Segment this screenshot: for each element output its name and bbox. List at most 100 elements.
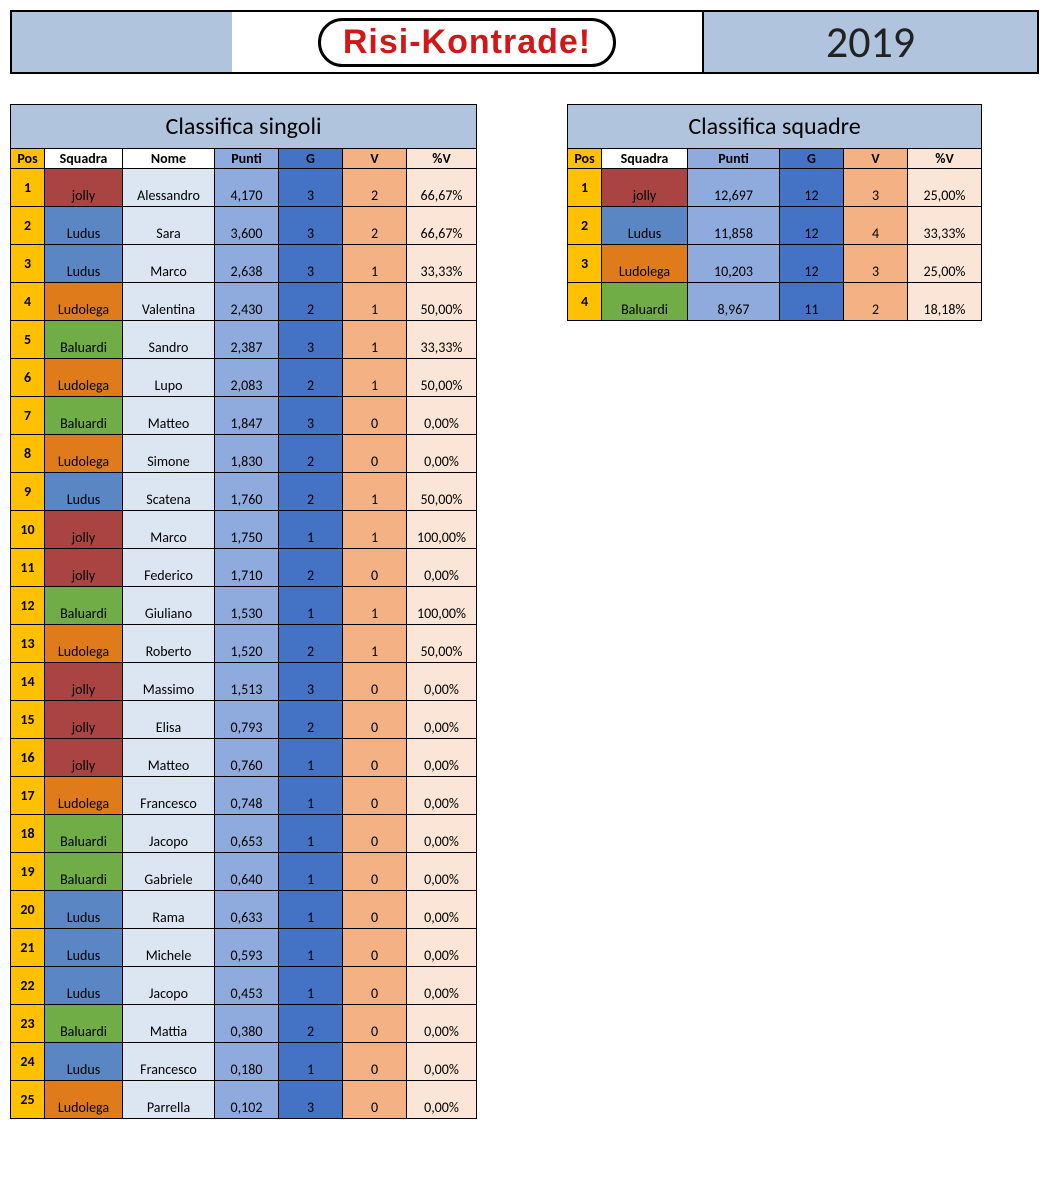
table-row: 1jollyAlessandro4,1703266,67% bbox=[11, 169, 477, 207]
cell-squadra: jolly bbox=[45, 739, 123, 777]
cell-nome: Scatena bbox=[123, 473, 215, 511]
cell-v: 1 bbox=[343, 359, 407, 397]
cell-pv: 50,00% bbox=[407, 359, 477, 397]
cell-squadra: Ludus bbox=[45, 967, 123, 1005]
cell-squadra: Ludolega bbox=[45, 359, 123, 397]
cell-punti: 0,453 bbox=[215, 967, 279, 1005]
cell-nome: Matteo bbox=[123, 739, 215, 777]
cell-g: 2 bbox=[279, 283, 343, 321]
table-row: 25LudolegaParrella0,102300,00% bbox=[11, 1081, 477, 1119]
cell-squadra: jolly bbox=[45, 511, 123, 549]
cell-v: 1 bbox=[343, 587, 407, 625]
table-row: 4LudolegaValentina2,4302150,00% bbox=[11, 283, 477, 321]
cell-g: 3 bbox=[279, 207, 343, 245]
cell-nome: Lupo bbox=[123, 359, 215, 397]
cell-pos: 19 bbox=[11, 853, 45, 891]
cell-g: 3 bbox=[279, 663, 343, 701]
cell-v: 0 bbox=[343, 1081, 407, 1119]
cell-pos: 21 bbox=[11, 929, 45, 967]
col-nome: Nome bbox=[123, 149, 215, 169]
squadre-title: Classifica squadre bbox=[568, 105, 982, 149]
cell-v: 0 bbox=[343, 815, 407, 853]
cell-v: 2 bbox=[844, 283, 908, 321]
cell-punti: 0,640 bbox=[215, 853, 279, 891]
cell-v: 1 bbox=[343, 625, 407, 663]
cell-g: 12 bbox=[780, 245, 844, 283]
cell-pv: 18,18% bbox=[908, 283, 982, 321]
table-row: 20LudusRama0,633100,00% bbox=[11, 891, 477, 929]
cell-pv: 50,00% bbox=[407, 473, 477, 511]
table-row: 11jollyFederico1,710200,00% bbox=[11, 549, 477, 587]
cell-punti: 0,380 bbox=[215, 1005, 279, 1043]
cell-pv: 0,00% bbox=[407, 929, 477, 967]
cell-v: 1 bbox=[343, 511, 407, 549]
col-squadra: Squadra bbox=[45, 149, 123, 169]
cell-g: 2 bbox=[279, 359, 343, 397]
cell-nome: Sara bbox=[123, 207, 215, 245]
cell-pos: 7 bbox=[11, 397, 45, 435]
cell-g: 3 bbox=[279, 397, 343, 435]
cell-v: 0 bbox=[343, 701, 407, 739]
cell-punti: 3,600 bbox=[215, 207, 279, 245]
col-squadra: Squadra bbox=[602, 149, 688, 169]
col-pos: Pos bbox=[11, 149, 45, 169]
table-row: 16jollyMatteo0,760100,00% bbox=[11, 739, 477, 777]
cell-pos: 6 bbox=[11, 359, 45, 397]
cell-punti: 2,430 bbox=[215, 283, 279, 321]
cell-pos: 4 bbox=[11, 283, 45, 321]
cell-pos: 1 bbox=[568, 169, 602, 207]
cell-pv: 0,00% bbox=[407, 1005, 477, 1043]
table-row: 14jollyMassimo1,513300,00% bbox=[11, 663, 477, 701]
cell-pv: 0,00% bbox=[407, 549, 477, 587]
cell-pos: 13 bbox=[11, 625, 45, 663]
cell-nome: Giuliano bbox=[123, 587, 215, 625]
cell-v: 0 bbox=[343, 397, 407, 435]
cell-v: 0 bbox=[343, 891, 407, 929]
table-row: 24LudusFrancesco0,180100,00% bbox=[11, 1043, 477, 1081]
cell-pv: 25,00% bbox=[908, 245, 982, 283]
cell-pv: 100,00% bbox=[407, 511, 477, 549]
cell-squadra: jolly bbox=[602, 169, 688, 207]
cell-squadra: jolly bbox=[45, 663, 123, 701]
cell-v: 3 bbox=[844, 169, 908, 207]
cell-pv: 33,33% bbox=[407, 245, 477, 283]
col-v: V bbox=[343, 149, 407, 169]
table-row: 4Baluardi8,96711218,18% bbox=[568, 283, 982, 321]
cell-squadra: Baluardi bbox=[45, 1005, 123, 1043]
table-row: 2LudusSara3,6003266,67% bbox=[11, 207, 477, 245]
table-row: 22LudusJacopo0,453100,00% bbox=[11, 967, 477, 1005]
cell-punti: 0,593 bbox=[215, 929, 279, 967]
cell-punti: 10,203 bbox=[688, 245, 780, 283]
cell-punti: 1,750 bbox=[215, 511, 279, 549]
cell-pv: 66,67% bbox=[407, 207, 477, 245]
cell-punti: 1,530 bbox=[215, 587, 279, 625]
cell-v: 0 bbox=[343, 929, 407, 967]
cell-v: 0 bbox=[343, 853, 407, 891]
cell-pos: 4 bbox=[568, 283, 602, 321]
col-g: G bbox=[780, 149, 844, 169]
cell-v: 0 bbox=[343, 1005, 407, 1043]
cell-v: 1 bbox=[343, 473, 407, 511]
cell-nome: Simone bbox=[123, 435, 215, 473]
cell-squadra: Ludolega bbox=[45, 777, 123, 815]
cell-squadra: Baluardi bbox=[602, 283, 688, 321]
table-row: 12BaluardiGiuliano1,53011100,00% bbox=[11, 587, 477, 625]
cell-pv: 0,00% bbox=[407, 815, 477, 853]
cell-nome: Francesco bbox=[123, 1043, 215, 1081]
cell-squadra: Baluardi bbox=[45, 815, 123, 853]
cell-pos: 15 bbox=[11, 701, 45, 739]
cell-squadra: jolly bbox=[45, 549, 123, 587]
logo-text: Risi-Kontrade! bbox=[318, 18, 616, 67]
cell-pv: 50,00% bbox=[407, 625, 477, 663]
cell-nome: Gabriele bbox=[123, 853, 215, 891]
cell-pv: 0,00% bbox=[407, 777, 477, 815]
cell-squadra: Ludus bbox=[45, 1043, 123, 1081]
cell-punti: 4,170 bbox=[215, 169, 279, 207]
cell-punti: 0,760 bbox=[215, 739, 279, 777]
cell-nome: Parrella bbox=[123, 1081, 215, 1119]
cell-pv: 0,00% bbox=[407, 853, 477, 891]
cell-punti: 0,102 bbox=[215, 1081, 279, 1119]
banner-left-spacer bbox=[12, 12, 232, 72]
cell-g: 3 bbox=[279, 1081, 343, 1119]
banner-year: 2019 bbox=[702, 12, 1037, 72]
